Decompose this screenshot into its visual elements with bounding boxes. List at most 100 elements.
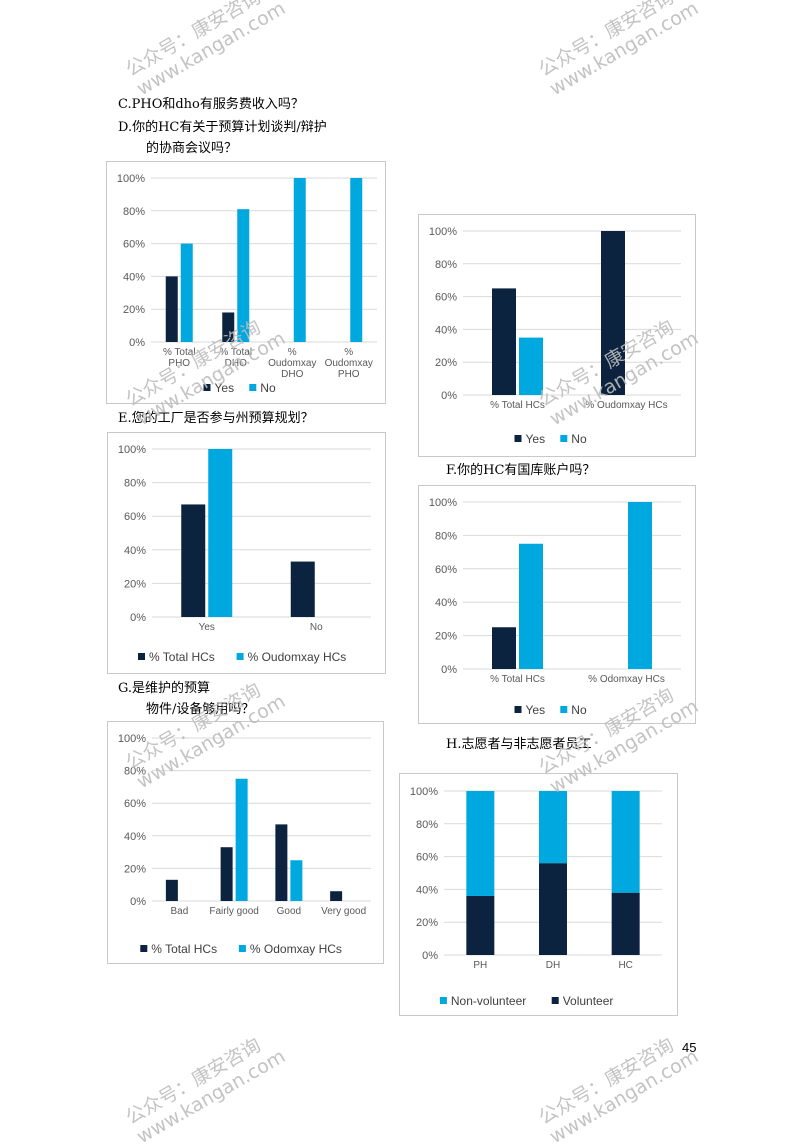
bar xyxy=(222,312,235,342)
legend-label: No xyxy=(571,703,587,717)
legend-label: % Odomxay HCs xyxy=(250,942,342,956)
legend-swatch xyxy=(514,706,522,713)
legend-label: % Oudomxay HCs xyxy=(248,650,347,664)
y-tick-label: 60% xyxy=(123,239,145,251)
x-category-label: % Total HCs xyxy=(490,674,545,685)
question-e: E.您的工厂是否参与州预算规划？ xyxy=(118,411,314,426)
chart-svg: 0% 20% 40% 60% 80% 100% Yes No % Total HCs % Oudo… xyxy=(118,444,371,664)
bar xyxy=(275,824,288,901)
x-category-label: % xyxy=(344,347,353,358)
x-category-label: % Total xyxy=(219,347,252,358)
bar xyxy=(165,879,178,901)
x-category-label: No xyxy=(310,622,323,633)
chart-svg: 0% 20% 40% 60% 80% 100% % Total HCs % Oudomxay … xyxy=(429,226,681,446)
y-tick-label: 40% xyxy=(435,597,457,609)
y-tick-label: 80% xyxy=(124,478,146,490)
y-tick-label: 40% xyxy=(124,831,146,843)
legend-label: Yes xyxy=(526,703,546,717)
bar xyxy=(492,288,516,395)
bar xyxy=(235,778,248,901)
y-tick-label: 80% xyxy=(123,206,145,218)
bar xyxy=(165,276,178,342)
legend-label: % Total HCs xyxy=(151,942,217,956)
y-tick-label: 100% xyxy=(429,497,457,509)
y-tick-label: 60% xyxy=(435,292,457,304)
question-f: F.你的HC有国库账户吗？ xyxy=(446,463,596,478)
x-category-label: DHO xyxy=(281,369,303,380)
y-tick-label: 0% xyxy=(130,612,146,624)
y-tick-label: 40% xyxy=(124,545,146,557)
question-g-line1: G.是维护的预算 xyxy=(118,681,211,696)
legend-swatch xyxy=(514,435,522,442)
bar-volunteer xyxy=(611,892,640,955)
chart-f-treasury-account: 0% 20% 40% 60% 80% 100% % Total HCs % Odomxay H… xyxy=(418,485,696,724)
legend-swatch xyxy=(560,435,568,442)
x-category-label: PHO xyxy=(168,358,190,369)
legend-label: No xyxy=(571,432,587,446)
x-category-label: HC xyxy=(618,960,632,971)
chart-h-volunteer-staff: 0% 20% 40% 60% 80% 100% PH DH HC Non-volunteer Vol… xyxy=(399,773,678,1016)
y-tick-label: 20% xyxy=(124,578,146,590)
bar xyxy=(628,502,652,669)
x-category-label: % Odomxay HCs xyxy=(588,674,665,685)
x-category-label: % Total HCs xyxy=(490,400,545,411)
legend-swatch xyxy=(560,706,568,713)
x-category-label: Oudomxay xyxy=(268,358,316,369)
watermark: 公众号：康安咨询 www.kangan.com xyxy=(122,0,290,101)
x-category-label: Oudomxay xyxy=(325,358,373,369)
chart-e-state-budget-planning: 0% 20% 40% 60% 80% 100% Yes No % Total HCs % Oudo… xyxy=(107,432,386,674)
question-d-line2: 的协商会议吗？ xyxy=(146,141,238,156)
legend-swatch xyxy=(236,653,244,660)
question-d-line1: D.你的HC有关于预算计划谈判/辩护 xyxy=(118,120,327,135)
bar-non-volunteer xyxy=(466,791,495,896)
legend-label: Yes xyxy=(526,432,546,446)
bar xyxy=(350,178,363,342)
x-category-label: % Total xyxy=(163,347,196,358)
x-category-label: Yes xyxy=(199,622,215,633)
legend-label: Volunteer xyxy=(563,994,614,1008)
y-tick-label: 20% xyxy=(435,631,457,643)
bar-volunteer xyxy=(539,863,567,955)
legend-swatch xyxy=(238,945,246,952)
y-tick-label: 0% xyxy=(422,950,438,962)
x-category-label: % xyxy=(288,347,297,358)
watermark: 公众号：康安咨询 www.kangan.com xyxy=(535,1033,703,1148)
watermark: 公众号：康安咨询 www.kangan.com xyxy=(535,0,703,101)
y-tick-label: 80% xyxy=(435,530,457,542)
bar xyxy=(290,561,315,617)
chart-c-service-fee-income: 0% 20% 40% 60% 80% 100%% Total PHO% Total DHO% O… xyxy=(106,161,386,404)
y-tick-label: 20% xyxy=(435,357,457,369)
y-tick-label: 40% xyxy=(416,884,438,896)
bar-non-volunteer xyxy=(611,791,640,893)
y-tick-label: 60% xyxy=(435,564,457,576)
legend-label: Yes xyxy=(215,381,235,395)
bar xyxy=(601,231,625,395)
legend-swatch xyxy=(551,997,559,1004)
y-tick-label: 40% xyxy=(123,271,145,283)
legend-label: Non-volunteer xyxy=(451,994,526,1008)
x-category-label: % Oudomxay HCs xyxy=(585,400,667,411)
y-tick-label: 20% xyxy=(416,917,438,929)
y-tick-label: 100% xyxy=(117,173,145,185)
y-tick-label: 0% xyxy=(441,390,457,402)
y-tick-label: 80% xyxy=(435,259,457,271)
legend-swatch xyxy=(439,997,447,1004)
bar xyxy=(330,891,343,901)
bar xyxy=(293,178,306,342)
y-tick-label: 0% xyxy=(441,664,457,676)
legend-swatch xyxy=(249,384,257,391)
chart-d-budget-negotiation: 0% 20% 40% 60% 80% 100% % Total HCs % Oudomxay … xyxy=(418,214,696,457)
legend-label: No xyxy=(260,381,276,395)
y-tick-label: 100% xyxy=(410,786,438,798)
legend-swatch xyxy=(138,653,145,660)
bar-volunteer xyxy=(466,895,495,955)
bar-non-volunteer xyxy=(539,791,567,864)
watermark: 公众号：康安咨询 www.kangan.com xyxy=(122,1033,290,1148)
y-tick-label: 0% xyxy=(129,337,145,349)
bar xyxy=(180,243,193,342)
chart-svg: 0% 20% 40% 60% 80% 100% PH DH HC Non-volunteer Vol… xyxy=(410,786,662,1008)
page-number: 45 xyxy=(682,1040,697,1055)
y-tick-label: 100% xyxy=(118,733,146,745)
legend-swatch xyxy=(140,945,148,952)
